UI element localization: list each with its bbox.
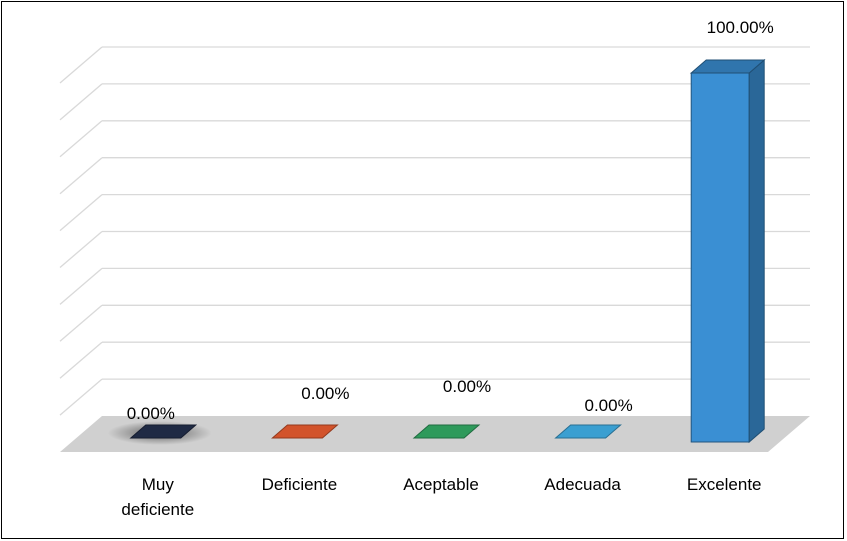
category-label: Muy — [142, 475, 175, 494]
bars — [107, 58, 766, 445]
gridline-side — [59, 378, 103, 416]
bar-2 — [412, 424, 481, 439]
bar-4 — [690, 72, 750, 443]
gridline-side — [59, 83, 103, 121]
bar-1 — [271, 424, 339, 439]
gridline-side — [59, 304, 103, 342]
category-label: Deficiente — [262, 475, 338, 494]
data-label: 0.00% — [443, 377, 491, 396]
bar-side-4 — [748, 58, 765, 444]
bar-top-4 — [689, 59, 766, 74]
category-label: Adecuada — [544, 475, 621, 494]
data-label: 100.00% — [707, 18, 774, 37]
bar-3 — [554, 424, 622, 439]
data-label: 0.00% — [301, 384, 349, 403]
data-label: 0.00% — [584, 396, 632, 415]
category-axis: Muy deficiente Deficiente Aceptable Adecuada… — [121, 475, 761, 519]
gridline-side — [59, 231, 103, 268]
gridline-side — [59, 46, 103, 84]
category-label: Aceptable — [403, 475, 479, 494]
data-label: 0.00% — [127, 404, 175, 423]
category-label: Excelente — [687, 475, 762, 494]
gridline-side — [59, 157, 103, 195]
bar-0 — [129, 424, 198, 439]
gridline-side — [59, 341, 103, 379]
gridline-side — [59, 194, 103, 232]
category-label: deficiente — [121, 500, 194, 519]
gridline-side — [59, 267, 103, 305]
gridline-side — [59, 120, 103, 158]
data-labels: 0.00% 0.00% 0.00% 0.00% 100.00% — [127, 18, 774, 423]
